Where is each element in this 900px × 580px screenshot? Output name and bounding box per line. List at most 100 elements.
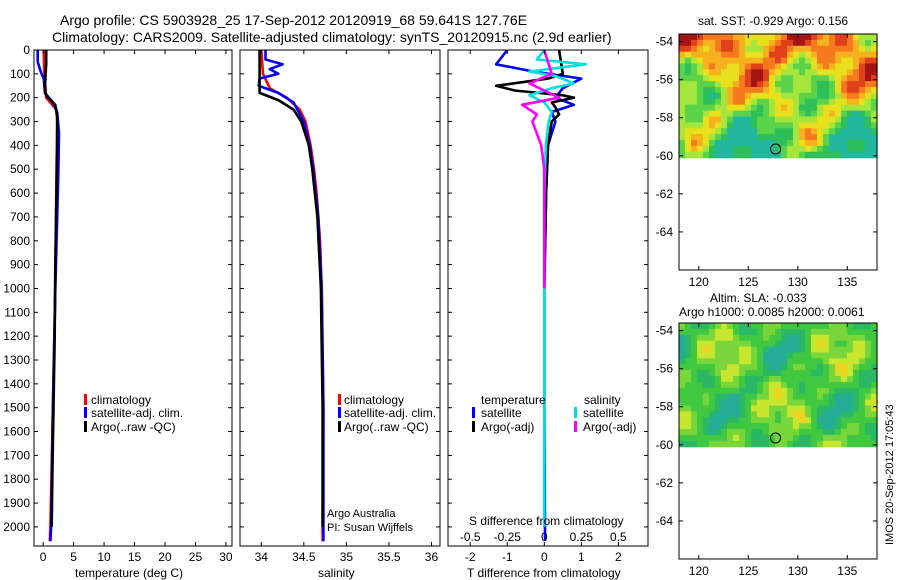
sst-map-cell <box>787 128 794 135</box>
sst-map-cell <box>751 122 758 129</box>
sst-map-cell <box>865 45 872 53</box>
sla-map-cell <box>865 370 872 377</box>
sla-map-cell <box>691 393 698 401</box>
sla-map-cell <box>781 393 788 401</box>
sst-map-cell <box>787 98 794 106</box>
depth-tick-label: 300 <box>10 115 30 129</box>
sst-map-cell <box>775 134 782 141</box>
sla-map-cell <box>787 417 794 424</box>
sst-map-cell <box>757 57 764 65</box>
sst-map-cell <box>781 51 788 59</box>
sla-map-cell <box>757 328 764 336</box>
sst-map-cell <box>709 128 716 135</box>
sst-map-cell <box>727 104 734 112</box>
sst-map-cell <box>853 134 860 141</box>
sla-map-cell <box>871 429 878 436</box>
legend-swatch-t-argo <box>472 421 475 432</box>
sla-map-cell <box>805 358 812 365</box>
sst-map-cell <box>757 81 764 88</box>
sst-map-cell <box>727 151 734 159</box>
sla-map-cell <box>697 346 704 354</box>
salinity-series-argo-raw-qc <box>258 50 324 527</box>
depth-tick-label: 1100 <box>4 305 30 319</box>
sst-map-cell <box>871 51 878 59</box>
sla-map-cell <box>679 364 686 371</box>
sst-map-cell <box>799 51 806 59</box>
sla-map-cell <box>709 417 716 424</box>
sla-map-cell <box>799 352 806 359</box>
sst-map-cell <box>679 69 686 76</box>
sla-map-cell <box>769 411 776 418</box>
sla-map-cell <box>691 376 698 383</box>
sst-map-cell <box>799 128 806 135</box>
sla-map-cell <box>679 323 686 330</box>
sla-map-cell <box>859 370 866 377</box>
sla-map-cell <box>817 429 824 436</box>
sst-map-cell <box>745 110 752 118</box>
sla-map-cell <box>841 381 848 389</box>
sla-map-cell <box>745 417 752 424</box>
sst-map-cell <box>823 45 830 53</box>
sla-map-cell <box>787 352 794 359</box>
sst-map-cell <box>847 63 854 70</box>
sst-map-cell <box>793 39 800 47</box>
sla-map-cell <box>727 381 734 389</box>
sst-map-cell <box>769 34 776 41</box>
sst-map-cell <box>709 151 716 159</box>
legend-argo-raw: Argo(..raw -QC) <box>344 420 429 434</box>
temperature-legend: climatology satellite-adj. clim. Argo(..… <box>84 393 183 434</box>
sst-map-cell <box>703 57 710 65</box>
sst-map-cell <box>727 51 734 59</box>
salinity-legend: climatology satellite-adj. clim. Argo(..… <box>338 393 436 434</box>
salinity-xtick-label: 34 <box>255 550 269 564</box>
sst-map-cell <box>841 51 848 59</box>
sst-map-cell <box>835 140 842 147</box>
sst-map-cell <box>805 81 812 88</box>
sla-map-cell <box>763 340 770 348</box>
sst-map-cell <box>775 110 782 118</box>
sla-map-cell <box>781 352 788 359</box>
sla-map-cell <box>679 405 686 412</box>
sst-map-cell <box>853 51 860 59</box>
sst-map-cell <box>715 87 722 94</box>
sst-map-cell <box>835 151 842 159</box>
sla-map-cell <box>757 323 764 330</box>
sst-map-cell <box>697 151 704 159</box>
sla-map-cell <box>781 381 788 389</box>
sla-map-cell <box>769 358 776 365</box>
sla-map-cell <box>811 387 818 395</box>
sla-map-cell <box>865 411 872 418</box>
sla-map-cell <box>751 417 758 424</box>
sla-map-cell <box>709 434 716 442</box>
sst-map-cell <box>871 92 878 100</box>
temperature-xtick-label: 5 <box>70 550 77 564</box>
sla-map-cell <box>679 358 686 365</box>
sla-map-cell <box>805 364 812 371</box>
sst-map-cell <box>865 87 872 94</box>
sla-map-cell <box>811 370 818 377</box>
sla-map-cell <box>727 423 734 430</box>
sst-map-cell <box>781 151 788 159</box>
sst-map-cell <box>823 140 830 147</box>
sla-map-cell <box>721 393 728 401</box>
sla-xtick-label: 135 <box>837 564 857 578</box>
sst-map-cell <box>775 140 782 147</box>
sst-map-cell <box>703 81 710 88</box>
sst-map-cell <box>685 69 692 76</box>
sst-map-cell <box>865 81 872 88</box>
sst-map-cell <box>781 104 788 112</box>
sla-map-cell <box>727 434 734 442</box>
sst-map-cell <box>823 98 830 106</box>
sst-map-cell <box>691 57 698 65</box>
sla-map-cell <box>871 387 878 395</box>
sst-map-cell <box>799 110 806 118</box>
sla-map-cell <box>799 346 806 354</box>
legend-swatch-t-satellite <box>472 407 475 418</box>
sla-map-cell <box>697 429 704 436</box>
sla-map-cell <box>841 387 848 395</box>
sst-map-cell <box>865 145 872 153</box>
sst-map-cell <box>871 45 878 53</box>
sst-map-cell <box>841 110 848 118</box>
sst-map-cell <box>733 75 740 82</box>
sst-xtick-label: 120 <box>689 275 709 289</box>
